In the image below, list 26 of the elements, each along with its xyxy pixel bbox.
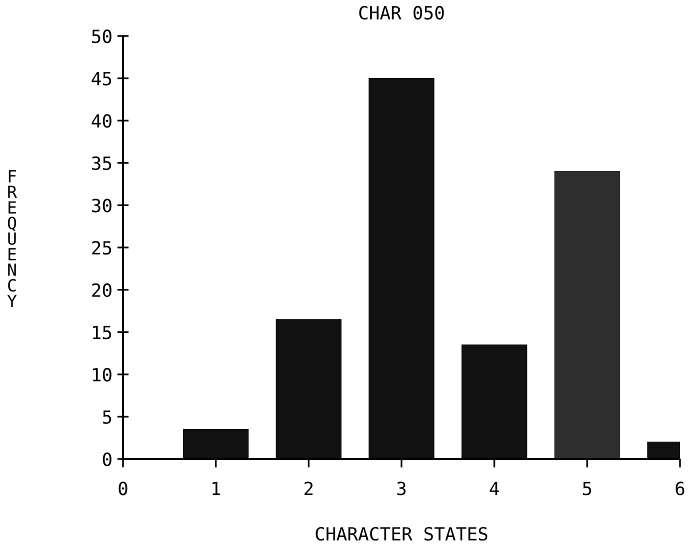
y-tick-label: 10 (93, 368, 112, 382)
y-tick-label: 20 (92, 283, 112, 297)
x-tick-label: 3 (397, 482, 406, 496)
x-axis-title: CHARACTER STATES (316, 526, 488, 541)
x-tick-label: 4 (490, 482, 499, 496)
y-tick-label: 40 (92, 114, 112, 128)
y-tick-label: 50 (92, 30, 112, 44)
bar (182, 429, 249, 459)
text: FREQUENCY (7, 170, 18, 307)
x-tick-label: 0 (118, 482, 128, 496)
x-tick-label: 5 (582, 482, 592, 496)
bar (554, 171, 620, 459)
x-tick-label: 6 (676, 482, 684, 496)
bar (368, 78, 434, 459)
chart-title: CHAR 050 (359, 6, 444, 20)
y-tick-label: 30 (92, 198, 112, 212)
x-tick-label: 1 (212, 482, 220, 496)
y-tick-label: 25 (92, 241, 112, 255)
x-tick-label: 2 (304, 482, 313, 496)
bar (461, 344, 528, 459)
y-tick-label: 35 (92, 156, 112, 170)
y-tick-label: 15 (93, 326, 112, 340)
bar (276, 319, 342, 459)
y-tick-label: 5 (102, 410, 112, 424)
y-tick-label: 45 (92, 72, 112, 86)
y-tick-label: 0 (102, 452, 112, 466)
